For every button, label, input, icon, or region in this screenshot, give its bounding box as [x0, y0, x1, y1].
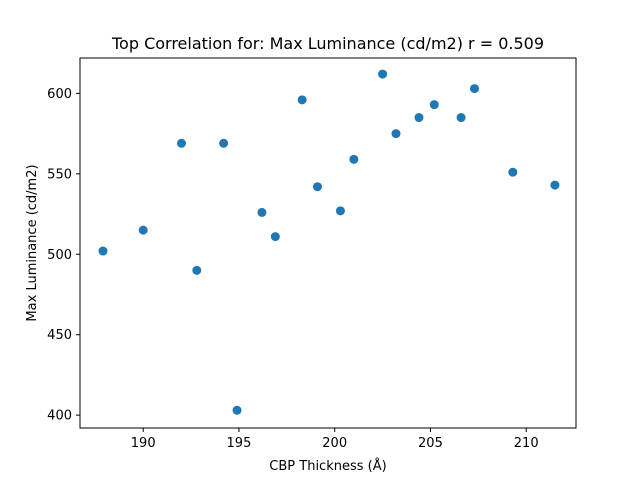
axes-frame — [79, 57, 577, 429]
data-point — [138, 225, 148, 235]
data-point — [335, 206, 345, 216]
x-tick-label: 200 — [322, 436, 347, 451]
y-tick-label: 550 — [47, 167, 72, 182]
data-point — [470, 84, 480, 94]
data-point — [232, 405, 242, 415]
y-tick-label: 450 — [47, 328, 72, 343]
data-point — [192, 265, 202, 275]
data-point — [98, 246, 108, 256]
data-point — [176, 138, 186, 148]
y-tick-label: 500 — [47, 248, 72, 263]
data-point — [414, 113, 424, 123]
x-tick-label: 210 — [514, 436, 539, 451]
data-point — [349, 154, 359, 164]
y-axis-label: Max Luminance (cd/m2) — [25, 164, 40, 321]
x-axis: 190 195 200 205 210 — [131, 428, 539, 451]
data-point — [297, 95, 307, 105]
data-point — [391, 129, 401, 139]
x-tick-label: 195 — [227, 436, 252, 451]
y-tick-label: 600 — [47, 87, 72, 102]
data-point — [257, 207, 267, 217]
data-point — [312, 182, 322, 192]
data-point — [550, 180, 560, 190]
data-point — [219, 138, 229, 148]
chart-title: Top Correlation for: Max Luminance (cd/m… — [111, 34, 544, 53]
x-tick-label: 190 — [131, 436, 156, 451]
data-point — [508, 167, 518, 177]
y-tick-label: 400 — [47, 409, 72, 424]
data-point — [456, 113, 466, 123]
data-point — [270, 232, 280, 242]
data-point — [429, 100, 439, 110]
y-axis: 400 450 500 550 600 — [47, 87, 80, 424]
x-axis-label: CBP Thickness (Å) — [269, 458, 386, 474]
plot-area — [98, 69, 560, 415]
x-tick-label: 205 — [418, 436, 443, 451]
data-point — [378, 69, 388, 79]
